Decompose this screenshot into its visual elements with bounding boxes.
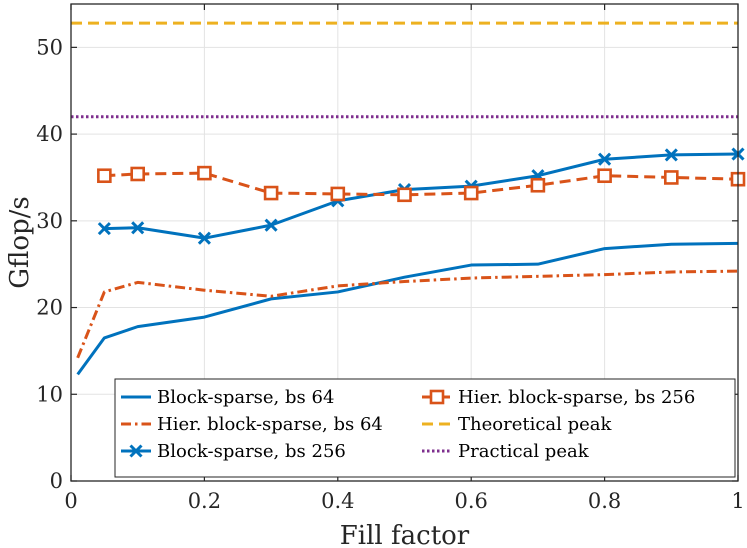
x-tick-label: 0.6 [454,489,487,513]
marker-stroke [129,444,143,458]
plot-frame [70,3,739,482]
legend-label: Theoretical peak [458,414,613,435]
data-point [530,177,546,193]
legend-entry-hier-block-sparse-bs-64: Hier. block-sparse, bs 64 [121,414,383,435]
legend-entry-block-sparse-bs-64: Block-sparse, bs 64 [121,387,334,408]
data-point [131,221,145,235]
data-point [330,186,346,202]
data-point [597,168,612,184]
data-point [264,218,278,232]
y-tick-label: 40 [36,122,63,146]
legend-label: Block-sparse, bs 64 [157,387,334,408]
data-point [663,170,679,185]
legend-entry-theoretical-peak: Theoretical peak [422,414,613,435]
x-tick-label: 0.2 [188,489,221,513]
legend-label: Hier. block-sparse, bs 64 [157,414,383,435]
y-tick-label: 20 [36,296,63,320]
marker-stroke [131,221,145,235]
legend: Block-sparse, bs 64 Hier. block-sparse, b… [114,378,736,478]
x-axis-label: Fill factor [340,521,470,548]
data-point [197,165,212,181]
series-line [76,241,739,376]
legend-box [114,378,736,478]
data-point [197,231,211,245]
marker-stroke [264,218,278,232]
legend-entry-hier-block-sparse-bs-256: Hier. block-sparse, bs 256 [422,387,695,408]
marker-stroke [664,148,678,162]
legend-marker [429,389,445,405]
marker-stroke [598,152,612,166]
legend-label: Hier. block-sparse, bs 256 [458,387,695,408]
data-point [97,168,112,184]
legend-marker [129,444,143,458]
data-point [263,185,279,201]
x-tick-label: 0.4 [321,489,354,513]
x-tick-label: 0 [64,489,77,513]
marker-stroke [197,231,211,245]
data-point [463,185,479,201]
data-point [664,148,678,162]
x-tick-label: 0.8 [588,489,621,513]
y-tick-label: 0 [50,469,63,493]
x-tick-label: 1 [731,489,744,513]
legend-label: Block-sparse, bs 256 [157,441,346,462]
data-point [598,152,612,166]
data-point [397,187,412,203]
data-point [97,222,111,236]
series-hier-block-sparse-bs-256 [97,165,746,203]
legend-entry-practical-peak: Practical peak [422,441,590,462]
legend-label: Practical peak [458,441,590,462]
y-tick-label: 10 [36,382,63,406]
data-point [130,166,145,182]
data-series [71,21,746,376]
series-block-sparse-bs-64 [76,241,739,376]
y-tick-label: 50 [36,35,63,59]
marker-stroke [97,222,111,236]
y-tick-label: 30 [36,209,63,233]
series-line [104,171,739,197]
legend-entry-block-sparse-bs-256: Block-sparse, bs 256 [121,441,346,462]
y-axis-label: Gflop/s [5,196,35,289]
